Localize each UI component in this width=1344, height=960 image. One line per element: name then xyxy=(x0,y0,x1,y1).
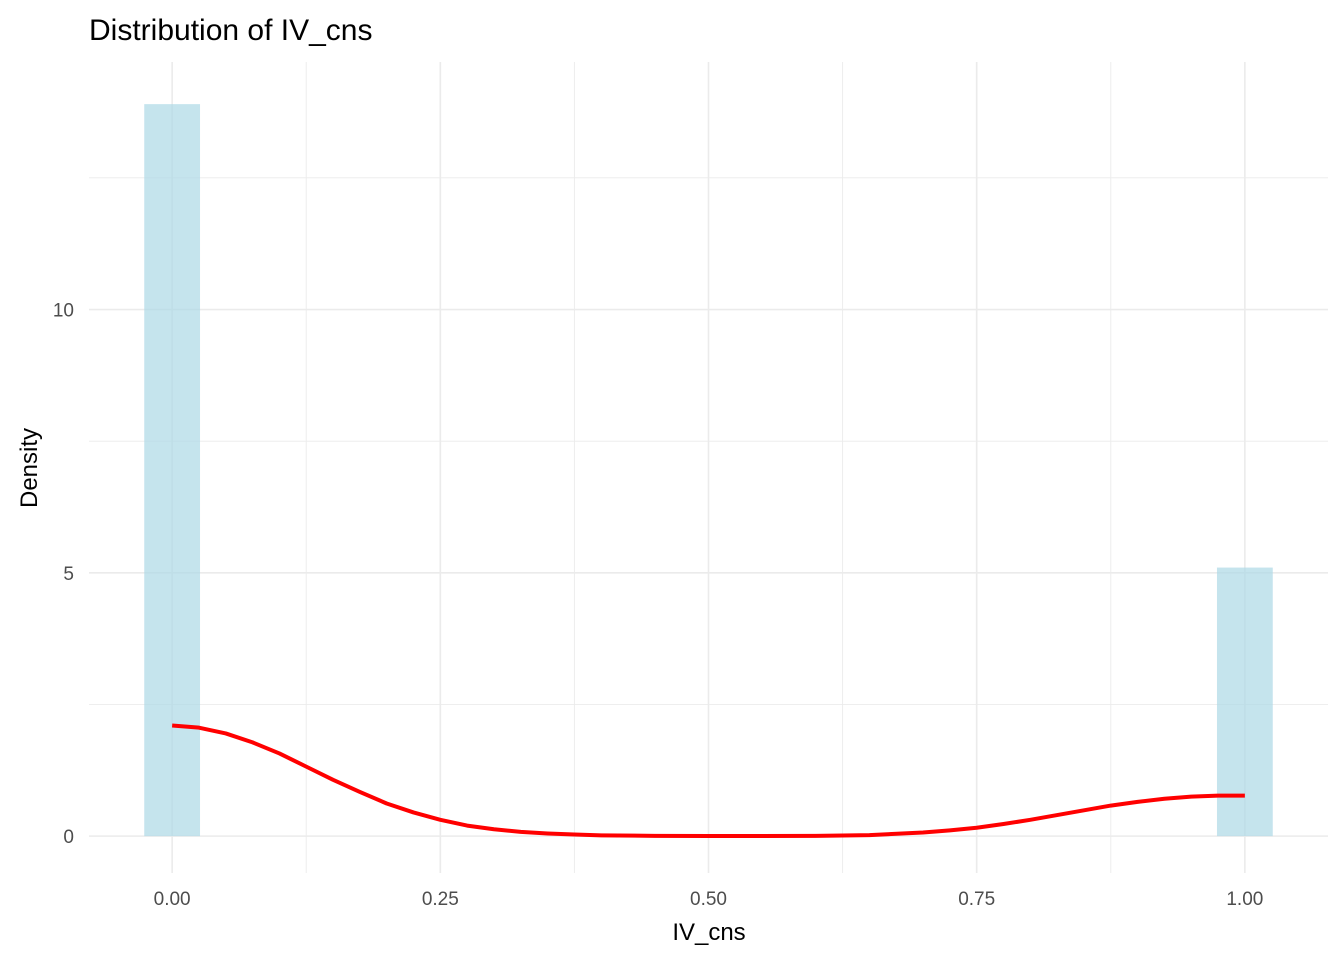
histogram-bar xyxy=(1216,567,1273,837)
histogram-bars xyxy=(144,104,1273,837)
x-tick-label: 0.50 xyxy=(690,889,727,910)
y-tick-label: 0 xyxy=(63,827,74,848)
y-tick-label: 10 xyxy=(53,301,74,322)
histogram-bar xyxy=(144,104,201,837)
y-tick-label: 5 xyxy=(63,564,74,585)
y-axis-title: Density xyxy=(16,428,43,508)
x-tick-label: 1.00 xyxy=(1226,889,1263,910)
density-curve-group xyxy=(171,723,1245,839)
density-curve-line xyxy=(171,723,1245,839)
x-axis-title: IV_cns xyxy=(672,919,745,946)
chart-title: Distribution of IV_cns xyxy=(89,14,372,47)
x-tick-label: 0.75 xyxy=(958,889,995,910)
x-tick-label: 0.25 xyxy=(422,889,459,910)
x-tick-label: 0.00 xyxy=(154,889,191,910)
y-axis-tick-labels: 0 5 10 xyxy=(53,301,74,849)
x-axis-tick-labels: 0.00 0.25 0.50 0.75 1.00 xyxy=(154,889,1264,910)
